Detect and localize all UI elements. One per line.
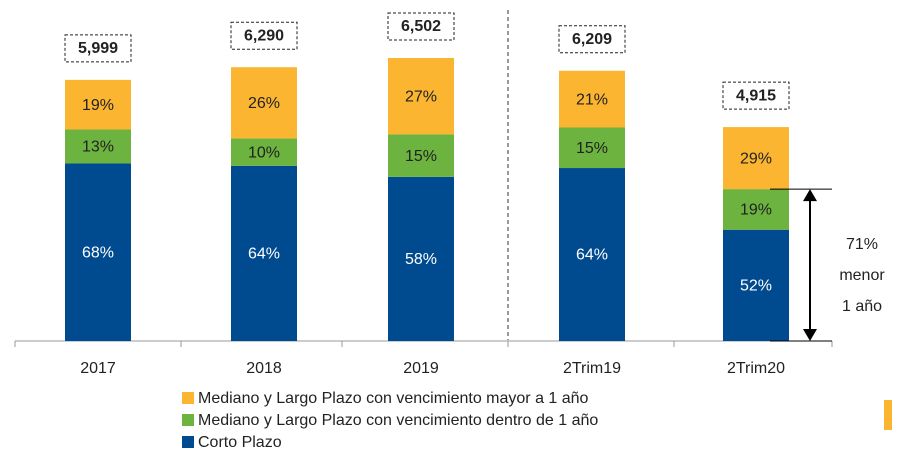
bar-segment xyxy=(388,134,454,177)
x-tick-label: 2Trim20 xyxy=(727,360,785,377)
segment-label: 68% xyxy=(82,244,114,261)
legend-label: Corto Plazo xyxy=(198,434,282,451)
arrow-head xyxy=(803,189,817,202)
total-box xyxy=(722,81,790,110)
bar-segment xyxy=(723,127,789,190)
total-box xyxy=(64,34,132,63)
legend-swatch xyxy=(182,436,194,448)
segment-label: 64% xyxy=(248,246,280,263)
bar-segment xyxy=(65,79,131,130)
total-label: 6,502 xyxy=(401,18,441,35)
x-tick-label: 2017 xyxy=(80,360,116,377)
bar-segment xyxy=(723,229,789,341)
legend-swatch xyxy=(182,414,194,426)
segment-label: 26% xyxy=(248,95,280,112)
segment-label: 15% xyxy=(576,140,608,157)
legend-label: Mediano y Largo Plazo con vencimiento ma… xyxy=(198,390,589,407)
segment-label: 29% xyxy=(740,150,772,167)
total-label: 4,915 xyxy=(736,87,776,104)
bar-segment xyxy=(559,127,625,169)
x-tick-label: 2018 xyxy=(246,360,282,377)
segment-label: 52% xyxy=(740,278,772,295)
bar-segment xyxy=(231,138,297,166)
annotation: 71% xyxy=(846,236,878,253)
x-tick-label: 2Trim19 xyxy=(563,360,621,377)
segment-label: 58% xyxy=(405,251,437,268)
segment-label: 10% xyxy=(248,144,280,161)
bar-segment xyxy=(231,165,297,341)
legend-label: Mediano y Largo Plazo con vencimiento de… xyxy=(198,412,598,429)
segment-label: 64% xyxy=(576,247,608,264)
bar-segment xyxy=(65,129,131,164)
total-label: 6,290 xyxy=(244,27,284,44)
legend-swatch xyxy=(182,392,194,404)
total-label: 5,999 xyxy=(78,40,118,57)
total-label: 6,209 xyxy=(572,31,612,48)
total-box xyxy=(230,21,298,50)
bar-segment xyxy=(231,67,297,139)
segment-label: 19% xyxy=(82,97,114,114)
total-box xyxy=(558,25,626,54)
annotation: menor xyxy=(839,267,885,284)
segment-label: 15% xyxy=(405,148,437,165)
bar-segment xyxy=(388,58,454,135)
segment-label: 19% xyxy=(740,202,772,219)
x-tick-label: 2019 xyxy=(403,360,439,377)
total-box xyxy=(387,12,455,41)
bar-segment xyxy=(559,70,625,128)
segment-label: 13% xyxy=(82,139,114,156)
bar-segment xyxy=(559,168,625,341)
segment-label: 27% xyxy=(405,88,437,105)
arrow-head xyxy=(803,329,817,341)
bar-segment xyxy=(388,176,454,341)
bar-segment xyxy=(723,189,789,230)
decoration xyxy=(884,400,892,430)
segment-label: 21% xyxy=(576,91,608,108)
annotation: 1 año xyxy=(842,298,882,315)
bar-segment xyxy=(65,163,131,341)
